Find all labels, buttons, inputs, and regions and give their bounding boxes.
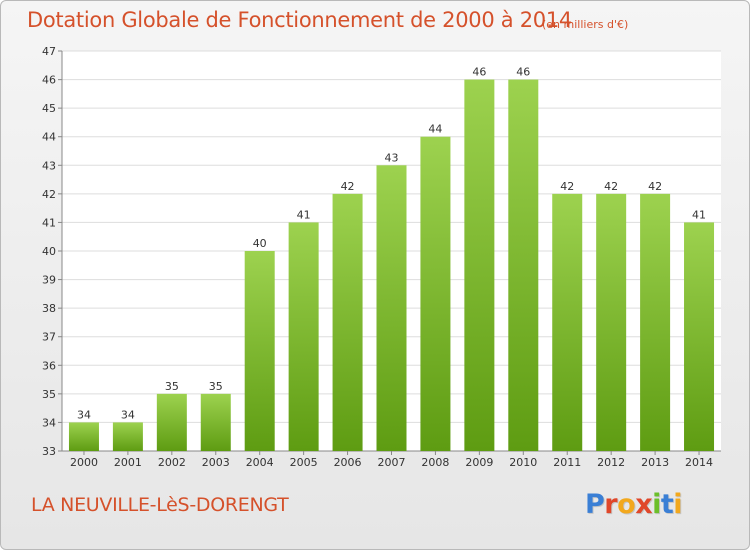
data-label: 35: [165, 380, 179, 393]
bar: [156, 393, 187, 451]
bar: [552, 193, 583, 451]
commune-name: LA NEUVILLE-LèS-DORENGT: [31, 494, 289, 516]
x-tick-label: 2005: [290, 456, 318, 469]
y-tick-label: 37: [42, 331, 56, 344]
x-tick-label: 2014: [685, 456, 713, 469]
logo-letter: o: [617, 489, 636, 520]
bar: [288, 222, 319, 451]
x-tick-label: 2008: [421, 456, 449, 469]
y-tick-label: 43: [42, 159, 56, 172]
x-tick-label: 2004: [246, 456, 274, 469]
chart-title: Dotation Globale de Fonctionnement de 20…: [27, 8, 572, 32]
bar: [684, 222, 715, 451]
logo-letter: P: [585, 489, 605, 520]
proxiti-logo: Proxiti: [585, 489, 683, 520]
y-tick-label: 45: [42, 102, 56, 115]
bar: [640, 193, 671, 451]
data-label: 42: [604, 180, 618, 193]
logo-letter: i: [652, 489, 661, 520]
x-tick-label: 2007: [378, 456, 406, 469]
data-label: 34: [121, 408, 135, 421]
x-tick-label: 2009: [465, 456, 493, 469]
bar: [508, 79, 539, 452]
bar: [420, 136, 451, 451]
bar: [464, 79, 495, 452]
data-label: 46: [472, 66, 486, 79]
x-tick-label: 2002: [158, 456, 186, 469]
data-label: 34: [77, 408, 91, 421]
data-label: 42: [341, 180, 355, 193]
x-tick-label: 2013: [641, 456, 669, 469]
bar: [596, 193, 627, 451]
x-tick-label: 2003: [202, 456, 230, 469]
bar: [244, 251, 275, 451]
x-tick-label: 2000: [70, 456, 98, 469]
x-tick-label: 2001: [114, 456, 142, 469]
data-label: 40: [253, 237, 267, 250]
bar: [376, 165, 407, 452]
data-label: 41: [692, 208, 706, 221]
data-label: 41: [297, 208, 311, 221]
y-tick-label: 39: [42, 274, 56, 287]
data-label: 42: [648, 180, 662, 193]
y-tick-label: 36: [42, 359, 56, 372]
x-tick-label: 2006: [334, 456, 362, 469]
bar: [332, 193, 363, 451]
x-tick-label: 2010: [509, 456, 537, 469]
logo-letter: x: [635, 489, 653, 520]
x-tick-label: 2011: [553, 456, 581, 469]
chart-unit: (en milliers d'€): [542, 18, 629, 31]
y-tick-label: 44: [42, 131, 56, 144]
y-tick-label: 47: [42, 45, 56, 58]
y-tick-label: 33: [42, 445, 56, 458]
bar: [68, 422, 99, 451]
y-tick-label: 46: [42, 74, 56, 87]
y-tick-label: 34: [42, 416, 56, 429]
data-label: 42: [560, 180, 574, 193]
data-label: 46: [516, 66, 530, 79]
bar: [112, 422, 143, 451]
logo-letter: t: [660, 489, 674, 520]
y-tick-label: 42: [42, 188, 56, 201]
logo-letter: i: [673, 489, 683, 520]
y-tick-label: 41: [42, 216, 56, 229]
data-label: 44: [428, 123, 442, 136]
bar: [200, 393, 231, 451]
data-label: 43: [385, 151, 399, 164]
y-tick-label: 38: [42, 302, 56, 315]
y-tick-label: 40: [42, 245, 56, 258]
y-tick-label: 35: [42, 388, 56, 401]
logo-letter: r: [604, 489, 618, 520]
x-tick-label: 2012: [597, 456, 625, 469]
data-label: 35: [209, 380, 223, 393]
